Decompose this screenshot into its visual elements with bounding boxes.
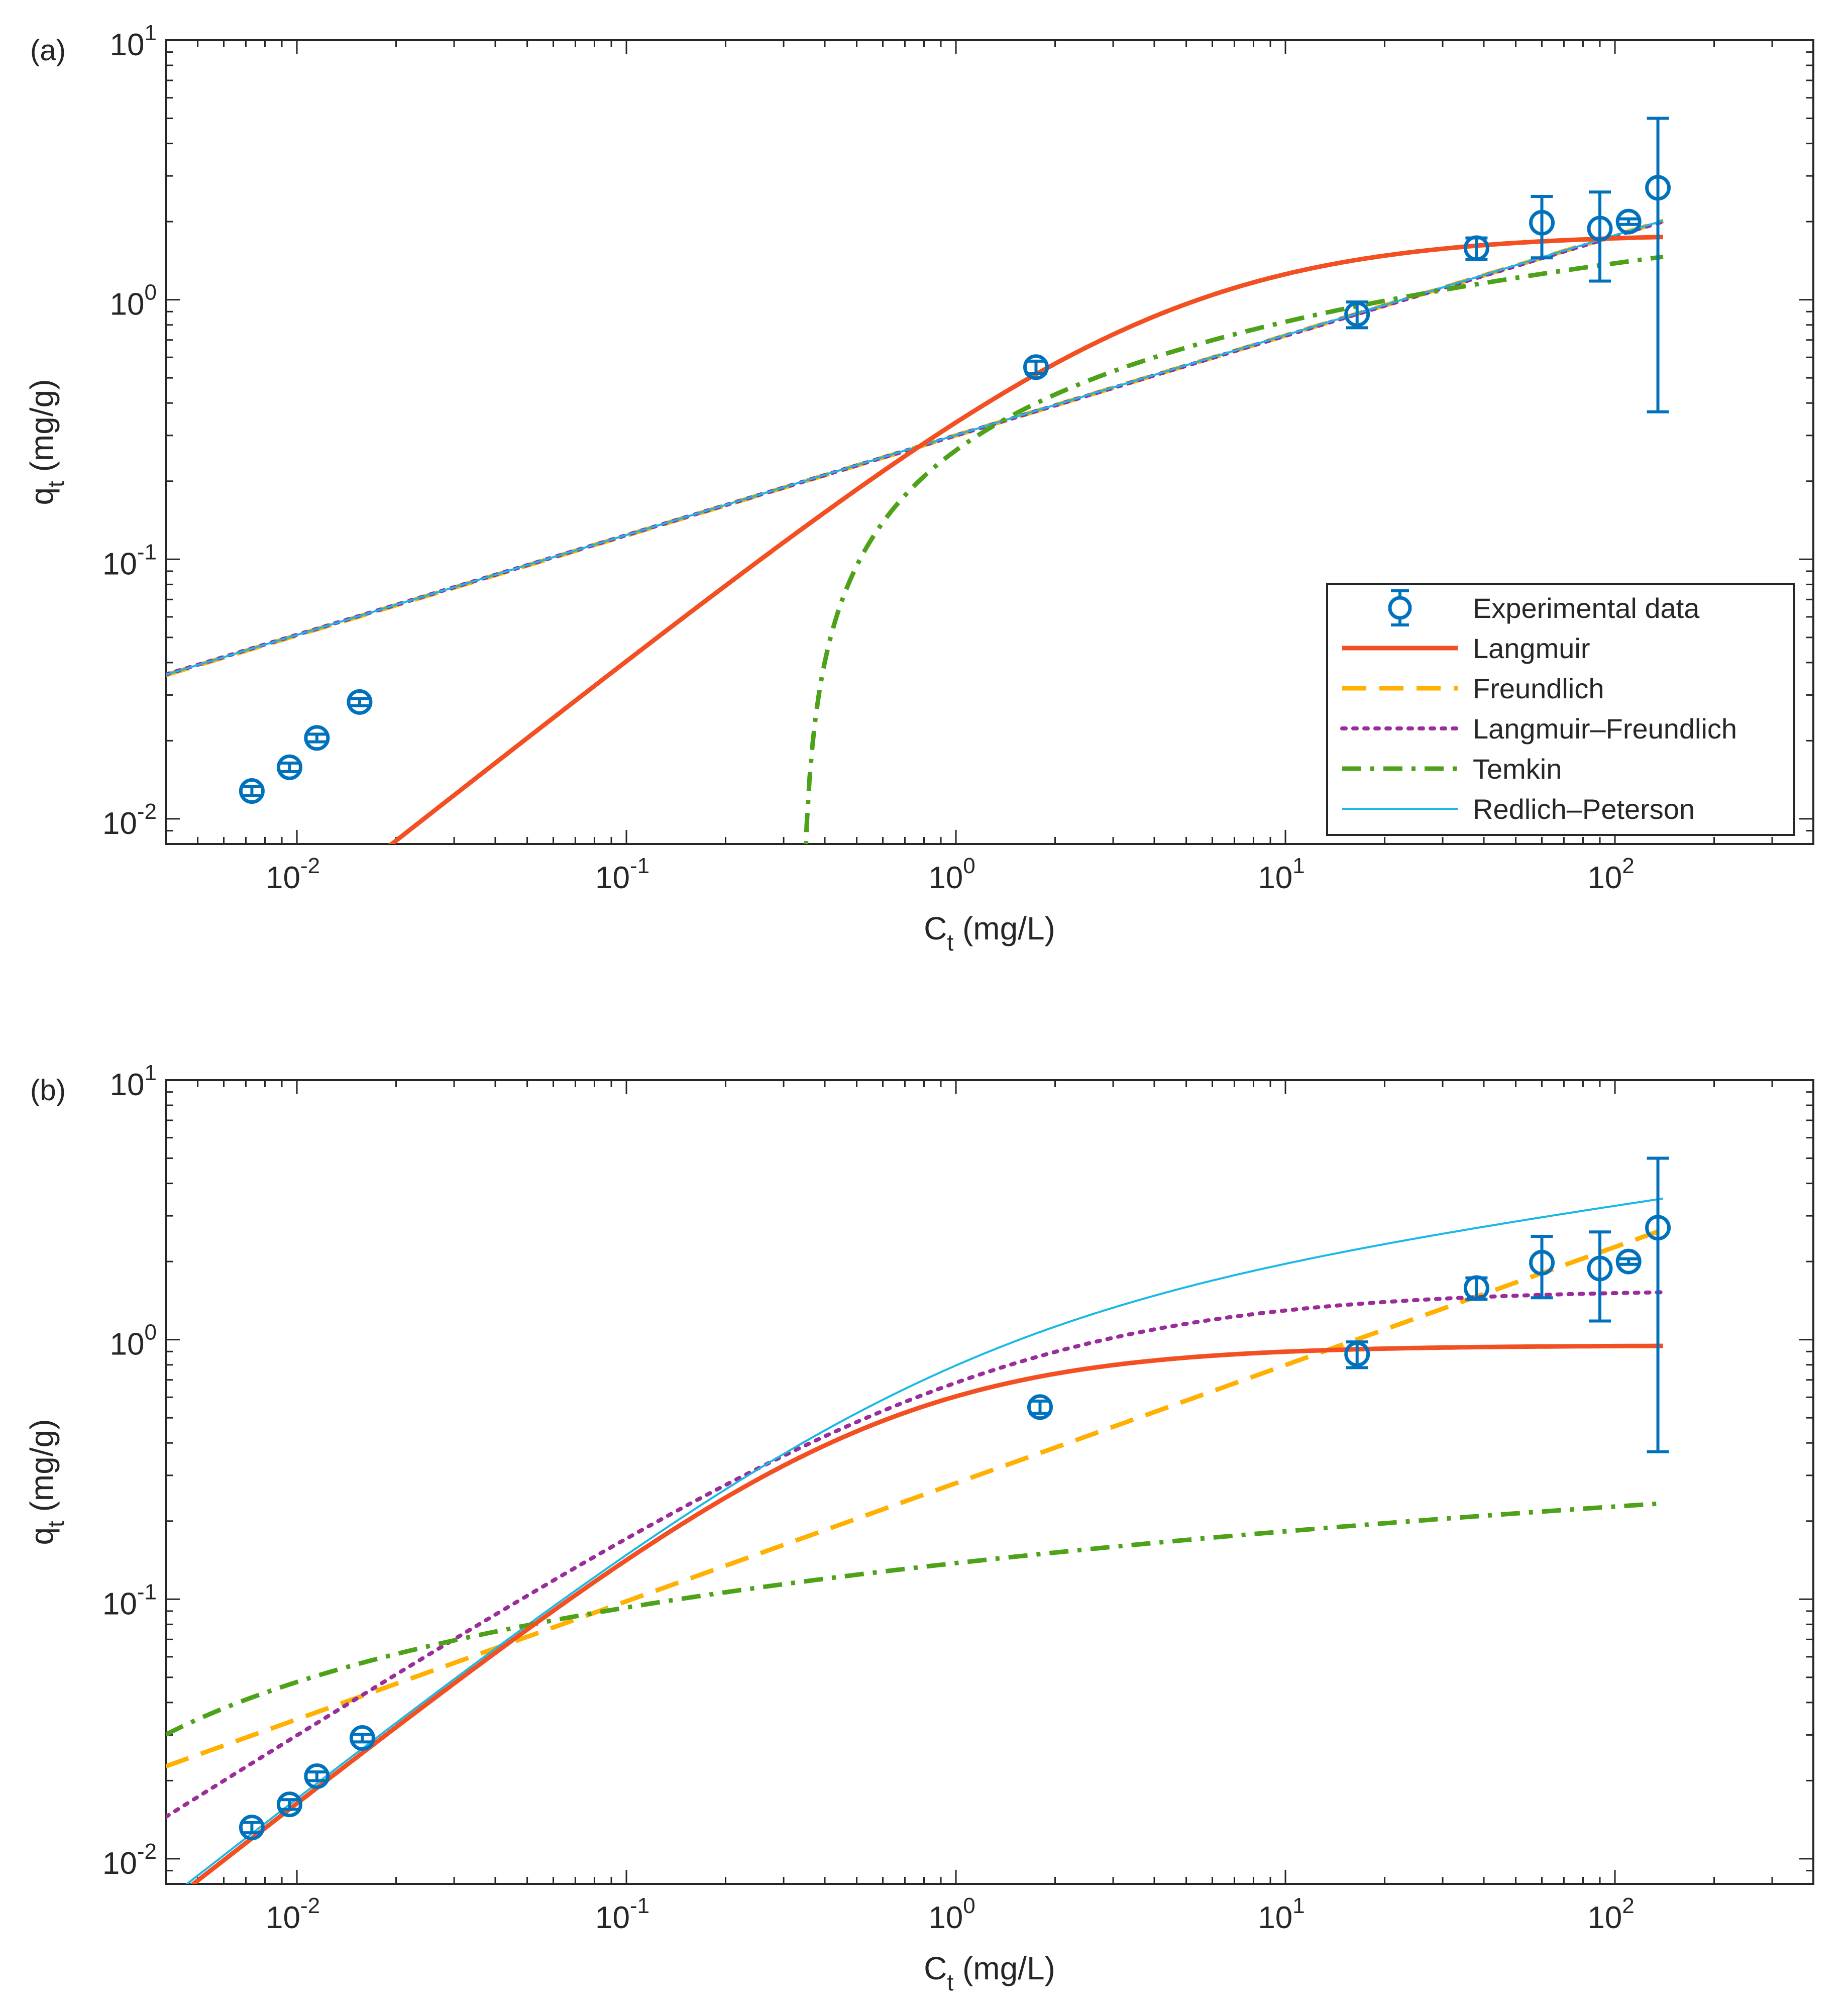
plot-area-frame (165, 1079, 1814, 1885)
model-curves (166, 1197, 1665, 1884)
data-point (1463, 1275, 1489, 1301)
data-marker (1615, 208, 1642, 235)
data-marker (1645, 175, 1671, 201)
data-point (1587, 1230, 1613, 1323)
y-axis-label: qt (mg/g) (24, 379, 69, 505)
data-marker (276, 754, 302, 780)
data-marker (239, 778, 265, 804)
panel-label: (a) (30, 34, 66, 67)
data-marker (239, 1815, 265, 1841)
curve-temkin (804, 254, 1664, 844)
data-point (1645, 117, 1671, 413)
curve-langmuir (189, 1343, 1663, 1884)
curve-langmuir (388, 235, 1664, 844)
y-axis-label-group: qt (mg/g) (24, 1419, 69, 1545)
data-marker (1615, 1248, 1642, 1275)
data-marker (1587, 1255, 1613, 1282)
data-point (1529, 195, 1555, 260)
y-tick-label: 100 (110, 280, 157, 322)
data-point (1344, 300, 1370, 330)
data-point (304, 1763, 330, 1789)
data-marker (1027, 1394, 1053, 1420)
data-marker (1023, 354, 1049, 380)
data-marker (349, 1725, 375, 1751)
x-tick-label: 10-1 (595, 854, 649, 895)
data-marker (1529, 1249, 1555, 1276)
data-marker (304, 725, 330, 751)
y-axis-label-group: qt (mg/g) (24, 379, 69, 505)
x-tick-label: 10-2 (266, 1893, 320, 1935)
minor-ticks (166, 40, 1813, 844)
x-tick-label: 102 (1587, 854, 1634, 895)
legend-label: Experimental data (1473, 592, 1700, 624)
legend: Experimental data Langmuir Freundlich Langm… (1326, 583, 1795, 836)
panel-label: (b) (30, 1074, 66, 1107)
data-marker (276, 1791, 302, 1818)
legend-label: Freundlich (1473, 673, 1604, 704)
y-tick-label: 101 (110, 21, 157, 62)
x-tick-label: 100 (928, 854, 975, 895)
legend-label: Temkin (1473, 753, 1562, 785)
curve-redlich-peterson (185, 1197, 1664, 1884)
data-marker (1645, 1215, 1671, 1241)
data-point (1587, 190, 1613, 283)
data-marker (1463, 235, 1489, 261)
panel-a: 10-2 10-1 100 101 102 10-2 10-1 100 101 (a) Ct (mg… (24, 21, 1814, 956)
data-point (1529, 1235, 1555, 1300)
data-point (276, 1791, 302, 1818)
data-marker (1529, 209, 1555, 236)
data-point (347, 689, 373, 715)
data-point (1615, 1248, 1642, 1275)
data-marker (1344, 1341, 1370, 1367)
legend-label: Langmuir–Freundlich (1473, 713, 1737, 745)
x-tick-label: 101 (1258, 854, 1305, 895)
legend-swatch-marker (1388, 596, 1412, 620)
data-marker (1587, 216, 1613, 242)
legend-label: Redlich–Peterson (1473, 793, 1695, 825)
x-axis-label: Ct (mg/L) (924, 1950, 1055, 1995)
y-tick-label: 101 (110, 1061, 157, 1102)
minor-ticks (166, 1080, 1813, 1884)
curve-langmuir-freundlich (166, 1290, 1665, 1819)
data-marker (304, 1763, 330, 1789)
data-point (239, 778, 265, 804)
x-tick-label: 100 (928, 1893, 975, 1935)
data-point (1615, 208, 1642, 235)
data-point (1344, 1340, 1370, 1369)
data-point (239, 1815, 265, 1841)
data-point (349, 1725, 375, 1751)
x-tick-label: 10-2 (266, 854, 320, 895)
y-tick-label: 10-1 (102, 540, 157, 581)
data-point (1027, 1394, 1053, 1420)
curve-temkin (166, 1501, 1664, 1737)
x-tick-label: 10-1 (595, 1893, 649, 1935)
curve-freundlich (166, 1227, 1664, 1769)
y-axis-label: qt (mg/g) (24, 1419, 69, 1545)
legend-label: Langmuir (1473, 632, 1590, 664)
y-tick-label: 10-2 (102, 1839, 157, 1881)
x-tick-label: 101 (1258, 1893, 1305, 1935)
data-point (304, 725, 330, 751)
y-tick-label: 10-2 (102, 799, 157, 841)
data-marker (347, 689, 373, 715)
y-tick-label: 100 (110, 1320, 157, 1362)
model-curves (166, 219, 1665, 844)
y-tick-label: 10-1 (102, 1579, 157, 1621)
data-point (1463, 235, 1489, 261)
experimental-points (239, 117, 1671, 804)
data-point (276, 754, 302, 780)
data-point (1645, 1156, 1671, 1453)
experimental-points (239, 1156, 1671, 1841)
x-axis-label: Ct (mg/L) (924, 910, 1055, 956)
plot-area-frame (165, 39, 1814, 845)
x-tick-label: 102 (1587, 1893, 1634, 1935)
data-point (1023, 354, 1049, 380)
data-marker (1344, 301, 1370, 327)
panel-b: 10-2 10-1 100 101 102 10-2 10-1 100 101 (b) Ct (mg… (24, 1061, 1814, 1995)
data-marker (1463, 1275, 1489, 1301)
